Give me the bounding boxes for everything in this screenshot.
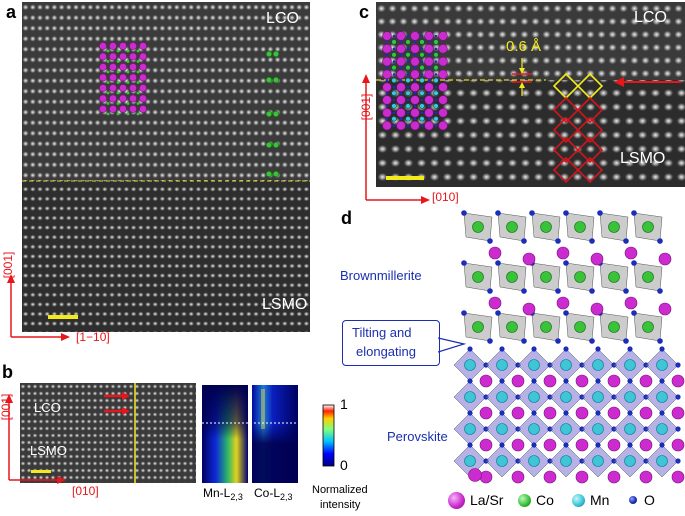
la-sr-legend-icon bbox=[448, 492, 465, 509]
panel-a-axes bbox=[7, 274, 70, 341]
panel-b-stem-image bbox=[20, 383, 196, 483]
overlay-atoms bbox=[382, 31, 448, 131]
colorbar bbox=[322, 404, 335, 467]
panel-a-lco-label: LCO bbox=[266, 10, 299, 27]
legend-la-sr: La/Sr bbox=[470, 492, 504, 508]
legend-mn: Mn bbox=[590, 492, 610, 508]
colorbar-caption-2: intensity bbox=[320, 499, 361, 511]
panel-c-stem-image bbox=[376, 2, 685, 187]
panel-c-axis-vertical: [001] bbox=[359, 93, 373, 121]
scale-bar bbox=[386, 176, 424, 180]
panel-d-crystal-structure bbox=[453, 210, 685, 484]
displacement-marker bbox=[512, 58, 532, 96]
panel-b-axis-horizontal: [010] bbox=[72, 484, 99, 498]
panel-b-eels-maps bbox=[202, 385, 298, 483]
panel-a-axis-vertical: [001] bbox=[1, 251, 15, 279]
panel-b-axes bbox=[5, 394, 66, 484]
panel-c-axes bbox=[362, 74, 430, 204]
panel-a-stem-image bbox=[22, 2, 310, 332]
panel-c-axis-horizontal: [010] bbox=[432, 190, 459, 204]
panel-b-axis-vertical: [001] bbox=[0, 393, 13, 421]
panel-c-lco-label: LCO bbox=[634, 9, 667, 26]
panel-a-lsmo-label: LSMO bbox=[262, 296, 308, 313]
panel-c-letter: c bbox=[359, 2, 370, 22]
tilting-callout bbox=[342, 320, 440, 366]
panel-b-mn-label: Mn-L2,3 bbox=[203, 486, 243, 502]
colorbar-min: 0 bbox=[340, 457, 348, 473]
colorbar-caption-1: Normalized bbox=[312, 484, 368, 496]
legend-o: O bbox=[644, 492, 655, 508]
callout-line-2: elongating bbox=[356, 344, 416, 359]
panel-c-lsmo-label: LSMO bbox=[620, 150, 666, 167]
panel-b-co-label: Co-L2,3 bbox=[254, 486, 293, 502]
panel-b-lsmo-label: LSMO bbox=[30, 443, 67, 458]
panel-b-letter: b bbox=[2, 362, 13, 382]
scale-bar bbox=[48, 315, 78, 319]
callout-line-1: Tilting and bbox=[352, 325, 412, 340]
panel-a-letter: a bbox=[6, 2, 17, 22]
legend-co: Co bbox=[536, 492, 554, 508]
colorbar-max: 1 bbox=[340, 396, 348, 412]
panel-b-lco-label: LCO bbox=[34, 400, 61, 415]
o-legend-icon bbox=[629, 496, 637, 504]
panel-d-letter: d bbox=[341, 208, 352, 228]
perovskite-label: Perovskite bbox=[387, 429, 448, 444]
scale-bar bbox=[31, 470, 51, 473]
atom-legend: La/Sr Co Mn O bbox=[448, 490, 683, 514]
callout-pointer bbox=[438, 337, 467, 353]
brownmillerite-label: Brownmillerite bbox=[340, 268, 422, 283]
panel-a-axis-horizontal: [1−10] bbox=[76, 330, 110, 344]
overlay-atoms bbox=[99, 42, 280, 178]
panel-c-displacement-label: 0.6 Å bbox=[506, 38, 542, 55]
co-legend-icon bbox=[518, 494, 531, 507]
mn-legend-icon bbox=[572, 494, 585, 507]
